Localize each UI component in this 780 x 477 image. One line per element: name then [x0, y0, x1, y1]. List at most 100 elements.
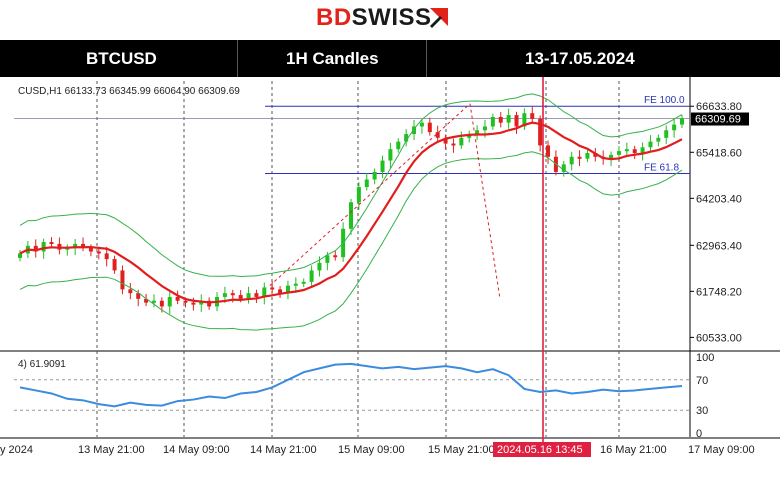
rsi-label: 4) 61.9091	[18, 359, 66, 370]
fib-label: FE 61.8	[644, 162, 679, 173]
candle-body	[104, 253, 109, 260]
candle-body	[183, 300, 188, 303]
candle-body	[238, 295, 243, 299]
candle-body	[112, 259, 117, 271]
candle-body	[364, 179, 369, 188]
candle-body	[664, 130, 669, 138]
time-label: 16 May 21:00	[600, 444, 667, 456]
rsi-line	[19, 362, 683, 408]
price-tick-label: 64203.40	[696, 193, 742, 205]
candle-body	[435, 132, 440, 138]
rsi-tick-label: 30	[696, 405, 708, 417]
logo-arrow-icon	[430, 8, 448, 28]
moving-average-line	[19, 121, 683, 304]
candle-body	[404, 134, 409, 142]
candle-body	[569, 156, 574, 165]
candle-body	[490, 116, 495, 127]
time-label: 14 May 09:00	[163, 444, 230, 456]
candle-body	[278, 289, 283, 294]
candle-body	[81, 243, 86, 248]
candle-body	[593, 152, 598, 157]
candle-body	[333, 255, 338, 258]
candle-body	[585, 152, 590, 159]
candle-body	[270, 287, 275, 290]
candle-body	[262, 287, 267, 297]
chart-background	[0, 77, 780, 477]
candle-body	[372, 171, 377, 180]
time-label: 15 May 09:00	[338, 444, 405, 456]
candle-body	[293, 283, 298, 286]
candle-body	[380, 160, 385, 172]
rsi-tick-label: 0	[696, 428, 702, 440]
price-chart: 66633.80 65418.60 64203.40 62963.40 61748.20…	[0, 77, 780, 477]
candle-body	[207, 300, 212, 307]
candle-body	[546, 145, 551, 157]
candle-body	[648, 141, 653, 148]
candle-body	[191, 302, 196, 305]
candle-body	[309, 270, 314, 282]
candle-body	[144, 298, 149, 303]
chart-header: BTCUSD 1H Candles 13-17.05.2024	[0, 40, 780, 77]
candle-body	[18, 253, 22, 258]
current-price-box	[691, 112, 749, 126]
time-label: 2024.05.16 13:45	[497, 444, 583, 456]
candle-body	[356, 187, 361, 203]
candle-body	[49, 242, 54, 245]
candle-body	[624, 149, 629, 152]
time-label: 13 May 21:00	[78, 444, 145, 456]
candle-body	[680, 118, 684, 125]
lower-band-line	[19, 151, 683, 331]
header-divider	[426, 40, 427, 77]
price-tick-label: 60533.00	[696, 332, 742, 344]
candle-body	[443, 137, 448, 144]
candle-body	[88, 247, 93, 252]
price-tick-label: 62963.40	[696, 240, 742, 252]
header-symbol: BTCUSD	[86, 49, 157, 68]
price-tick-label: 65418.60	[696, 147, 742, 159]
candle-body	[577, 156, 582, 159]
candle-body	[616, 151, 621, 155]
candle-body	[246, 293, 251, 299]
candle-body	[349, 202, 353, 229]
brand-swiss: SWISS	[351, 4, 432, 31]
header-timeframe: 1H Candles	[286, 49, 379, 68]
candle-body	[396, 141, 401, 150]
candle-body	[506, 115, 511, 123]
fib-label: FE 100.0	[644, 95, 685, 106]
brand-bd: BD	[316, 4, 352, 31]
candle-body	[222, 293, 227, 297]
candle-body	[561, 164, 566, 172]
candle-body	[632, 149, 637, 153]
candle-body	[159, 300, 164, 307]
candle-body	[73, 243, 78, 248]
price-tick-label: 61748.20	[696, 286, 742, 298]
candle-body	[427, 122, 432, 133]
highlight-time-box	[493, 442, 591, 457]
candle-body	[41, 242, 46, 252]
brand-logo: BDSWISS	[0, 0, 780, 38]
projection-line	[469, 103, 501, 299]
current-price-label: 66309.69	[695, 114, 741, 126]
header-divider	[237, 40, 238, 77]
candle-body	[419, 122, 424, 127]
header-dates: 13-17.05.2024	[525, 49, 635, 68]
rsi-tick-label: 100	[696, 352, 714, 364]
candle-body	[459, 137, 464, 146]
candle-body	[640, 147, 645, 153]
rsi-tick-label: 70	[696, 375, 708, 387]
time-label: 17 May 09:00	[688, 444, 755, 456]
candle-body	[412, 126, 417, 135]
candle-body	[33, 245, 38, 252]
candle-body	[522, 113, 527, 127]
candle-body	[656, 137, 661, 142]
candle-body	[609, 154, 614, 159]
candle-body	[285, 285, 290, 294]
candle-body	[514, 115, 519, 127]
candle-body	[317, 262, 322, 271]
candle-body	[451, 143, 456, 146]
candle-body	[230, 293, 235, 296]
candle-body	[325, 255, 330, 263]
candle-body	[301, 281, 306, 284]
time-label: y 2024	[0, 444, 33, 456]
candle-body	[136, 293, 141, 299]
